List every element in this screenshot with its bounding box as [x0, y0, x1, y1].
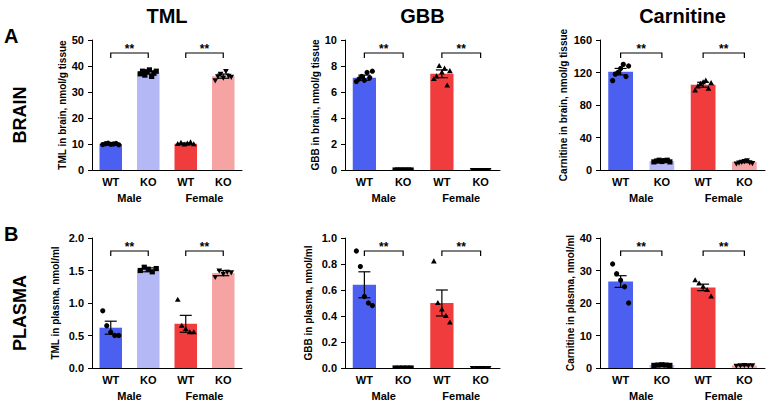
svg-text:**: ** — [719, 42, 729, 56]
svg-text:KO: KO — [736, 374, 753, 386]
svg-text:Male: Male — [117, 192, 141, 204]
svg-text:80: 80 — [580, 99, 592, 111]
svg-text:10: 10 — [580, 330, 592, 342]
svg-text:KO: KO — [215, 374, 232, 386]
svg-text:WT: WT — [433, 374, 450, 386]
svg-text:KO: KO — [140, 176, 157, 188]
svg-text:GBB: GBB — [400, 5, 444, 27]
svg-text:WT: WT — [356, 176, 373, 188]
svg-text:KO: KO — [472, 176, 489, 188]
svg-text:10: 10 — [72, 138, 84, 150]
svg-text:40: 40 — [72, 60, 84, 72]
svg-text:0: 0 — [331, 164, 337, 176]
svg-text:**: ** — [637, 240, 647, 254]
svg-text:0.0: 0.0 — [69, 362, 84, 374]
svg-text:30: 30 — [580, 265, 592, 277]
svg-text:0: 0 — [586, 362, 592, 374]
svg-text:**: ** — [200, 42, 210, 56]
svg-text:Female: Female — [705, 192, 743, 204]
svg-text:**: ** — [637, 42, 647, 56]
svg-text:Male: Male — [372, 192, 396, 204]
svg-text:WT: WT — [177, 176, 194, 188]
svg-text:Female: Female — [186, 192, 224, 204]
svg-text:KO: KO — [472, 374, 489, 386]
svg-text:**: ** — [379, 42, 389, 56]
svg-text:WT: WT — [356, 374, 373, 386]
svg-text:WT: WT — [433, 176, 450, 188]
svg-text:40: 40 — [580, 132, 592, 144]
svg-text:20: 20 — [72, 112, 84, 124]
svg-text:B: B — [4, 223, 18, 245]
svg-text:0.8: 0.8 — [322, 258, 337, 270]
svg-text:8: 8 — [331, 60, 337, 72]
svg-text:1.0: 1.0 — [69, 297, 84, 309]
svg-text:**: ** — [379, 240, 389, 254]
svg-text:0.5: 0.5 — [69, 330, 84, 342]
svg-text:Female: Female — [442, 390, 480, 402]
svg-text:KO: KO — [395, 176, 412, 188]
svg-text:KO: KO — [140, 374, 157, 386]
svg-text:40: 40 — [580, 232, 592, 244]
svg-text:**: ** — [200, 240, 210, 254]
svg-text:Female: Female — [186, 390, 224, 402]
svg-text:Male: Male — [372, 390, 396, 402]
svg-text:160: 160 — [574, 34, 592, 46]
svg-text:50: 50 — [72, 34, 84, 46]
svg-text:0.0: 0.0 — [322, 362, 337, 374]
svg-text:KO: KO — [215, 176, 232, 188]
svg-text:4: 4 — [331, 112, 338, 124]
svg-text:10: 10 — [325, 34, 337, 46]
svg-text:0.6: 0.6 — [322, 284, 337, 296]
svg-text:WT: WT — [612, 176, 629, 188]
svg-text:PLASMA: PLASMA — [10, 275, 30, 351]
svg-text:0.2: 0.2 — [322, 336, 337, 348]
svg-text:GBB in brain, nmol/g tissue: GBB in brain, nmol/g tissue — [310, 39, 321, 171]
svg-text:120: 120 — [574, 67, 592, 79]
svg-text:30: 30 — [72, 86, 84, 98]
svg-text:**: ** — [719, 240, 729, 254]
svg-text:6: 6 — [331, 86, 337, 98]
svg-text:Male: Male — [117, 390, 141, 402]
svg-text:0.4: 0.4 — [322, 310, 338, 322]
svg-text:20: 20 — [580, 297, 592, 309]
svg-text:Carnitine in plasma, nmol/ml: Carnitine in plasma, nmol/ml — [565, 235, 576, 371]
svg-text:2.0: 2.0 — [69, 232, 84, 244]
svg-text:WT: WT — [102, 176, 119, 188]
svg-text:KO: KO — [736, 176, 753, 188]
svg-text:WT: WT — [612, 374, 629, 386]
svg-text:Female: Female — [705, 390, 743, 402]
svg-text:1.0: 1.0 — [322, 232, 337, 244]
svg-text:KO: KO — [654, 374, 671, 386]
svg-text:Male: Male — [629, 192, 653, 204]
svg-text:0: 0 — [586, 164, 592, 176]
svg-text:0: 0 — [78, 164, 84, 176]
svg-text:BRAIN: BRAIN — [10, 87, 30, 144]
svg-text:Carnitine: Carnitine — [639, 5, 726, 27]
svg-text:Carnitine in brain, nmol/g tis: Carnitine in brain, nmol/g tissue — [558, 28, 569, 181]
svg-text:**: ** — [457, 240, 467, 254]
svg-text:KO: KO — [654, 176, 671, 188]
svg-text:GBB in plasma, nmol/ml: GBB in plasma, nmol/ml — [303, 245, 314, 360]
svg-text:KO: KO — [395, 374, 412, 386]
svg-text:Female: Female — [442, 192, 480, 204]
svg-text:WT: WT — [177, 374, 194, 386]
svg-text:TML in brain, nmol/g tissue: TML in brain, nmol/g tissue — [57, 40, 68, 170]
svg-text:1.5: 1.5 — [69, 265, 84, 277]
svg-text:**: ** — [457, 42, 467, 56]
svg-text:WT: WT — [102, 374, 119, 386]
svg-text:A: A — [4, 25, 18, 47]
svg-text:**: ** — [125, 42, 135, 56]
svg-text:2: 2 — [331, 138, 337, 150]
svg-text:Male: Male — [629, 390, 653, 402]
svg-text:**: ** — [125, 240, 135, 254]
svg-text:WT: WT — [695, 374, 712, 386]
svg-text:WT: WT — [695, 176, 712, 188]
svg-text:TML in plasma, nmol/ml: TML in plasma, nmol/ml — [50, 246, 61, 359]
svg-text:TML: TML — [146, 5, 187, 27]
